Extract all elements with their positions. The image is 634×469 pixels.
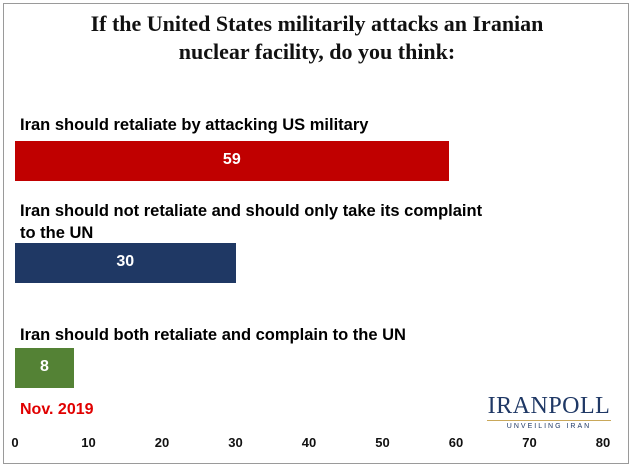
bar-1 [15,141,449,181]
category-label-2-line-1: Iran should not retaliate and should onl… [20,202,483,220]
chart-title-line-2: nuclear facility, do you think: [178,39,456,64]
survey-date-note: Nov. 2019 [20,401,94,418]
category-label-3-line-1: Iran should both retaliate and complain … [20,326,406,344]
category-label-1: Iran should retaliate by attacking US mi… [20,114,368,136]
chart-title-line-1: If the United States militarily attacks … [90,11,544,36]
category-label-3: Iran should both retaliate and complain … [20,324,406,346]
logo-tagline: UNVEILING IRAN [487,420,611,430]
category-label-1-line-1: Iran should retaliate by attacking US mi… [20,116,369,134]
chart-frame [3,3,629,464]
x-tick-label: 0 [11,435,19,450]
bar-value-label-2: 30 [116,253,135,270]
x-tick-label: 10 [81,435,96,450]
x-tick-label: 60 [448,435,464,450]
x-tick-label: 40 [301,435,317,450]
iranpoll-logo: IRANPOLL UNVEILING IRAN [487,393,611,430]
bar-value-label-3: 8 [39,358,49,375]
x-tick-label: 70 [522,435,537,450]
category-label-2-line-2: to the UN [20,224,94,242]
x-tick-label: 80 [595,435,611,450]
x-tick-label: 20 [154,435,170,450]
bar-2 [15,243,236,283]
bar-3 [15,348,74,388]
x-tick-label: 30 [228,435,243,450]
bar-value-label-1: 59 [222,151,241,168]
chart-title: If the United States militarily attacks … [0,10,634,66]
x-tick-label: 50 [375,435,390,450]
logo-wordmark: IRANPOLL [487,393,611,419]
category-label-2: Iran should not retaliate and should onl… [20,200,482,244]
